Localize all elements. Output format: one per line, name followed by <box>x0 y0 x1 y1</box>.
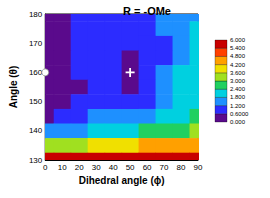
svg-text:5.400: 5.400 <box>230 45 246 51</box>
svg-text:90: 90 <box>194 163 203 172</box>
svg-text:R = -OMe: R = -OMe <box>123 5 171 17</box>
svg-text:2.400: 2.400 <box>230 86 246 92</box>
svg-text:60: 60 <box>143 163 152 172</box>
svg-text:Angle (θ): Angle (θ) <box>8 66 19 109</box>
svg-text:1.800: 1.800 <box>230 94 246 100</box>
svg-text:170: 170 <box>29 39 43 48</box>
svg-text:6.000: 6.000 <box>230 37 246 43</box>
svg-text:180: 180 <box>29 10 43 19</box>
svg-text:80: 80 <box>177 163 186 172</box>
svg-text:160: 160 <box>29 68 43 77</box>
svg-text:140: 140 <box>29 126 43 135</box>
svg-text:30: 30 <box>92 163 101 172</box>
svg-text:50: 50 <box>126 163 135 172</box>
svg-text:4.200: 4.200 <box>230 62 246 68</box>
svg-text:10: 10 <box>58 163 67 172</box>
svg-text:130: 130 <box>29 156 43 165</box>
svg-text:0: 0 <box>43 163 48 172</box>
svg-text:3.000: 3.000 <box>230 78 246 84</box>
svg-text:Dihedral angle (ϕ): Dihedral angle (ϕ) <box>79 175 165 186</box>
svg-text:20: 20 <box>75 163 84 172</box>
svg-text:3.600: 3.600 <box>230 70 246 76</box>
svg-text:150: 150 <box>29 97 43 106</box>
svg-text:1.200: 1.200 <box>230 103 246 109</box>
svg-text:4.800: 4.800 <box>230 53 246 59</box>
svg-text:0.000: 0.000 <box>230 119 246 125</box>
svg-text:40: 40 <box>109 163 118 172</box>
svg-text:0.6000: 0.6000 <box>230 111 249 117</box>
svg-text:70: 70 <box>160 163 169 172</box>
